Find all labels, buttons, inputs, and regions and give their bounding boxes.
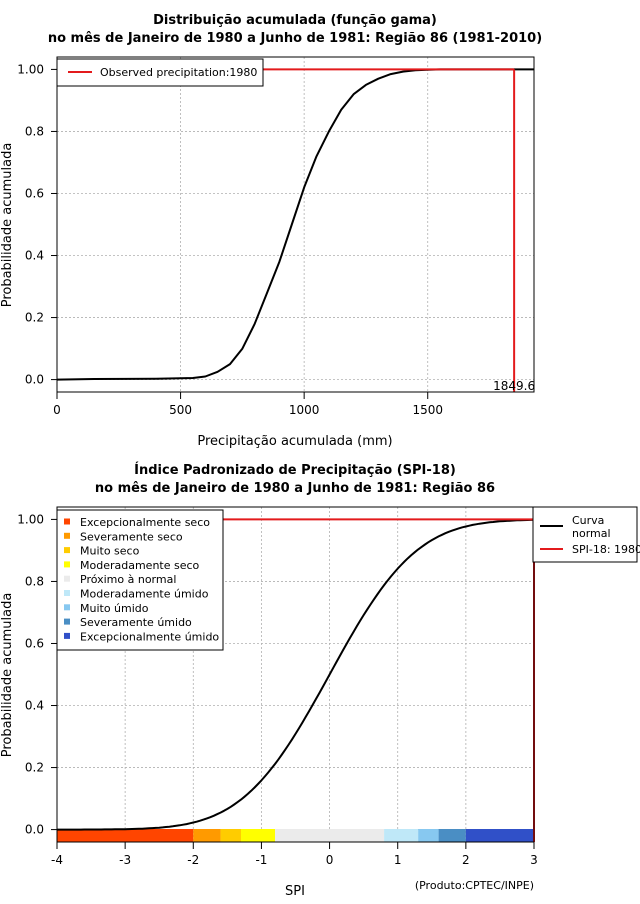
chart2-legend-normal-label-line2: normal <box>572 527 611 540</box>
chart1-y-tick-label: 0.8 <box>25 124 44 138</box>
chart2-normal-curve <box>57 518 535 831</box>
chart2-y-axis-label: Probabilidade acumulada <box>0 593 15 758</box>
chart2-legend-category-label: Moderadamente seco <box>80 559 200 572</box>
chart1-legend: Observed precipitation:1980 <box>56 58 264 87</box>
chart2-legend-category-label: Muito seco <box>80 545 140 558</box>
gamma-cdf-chart: Distribuição acumulada (função gama) no … <box>0 13 542 449</box>
chart1-x-tick-label: 1500 <box>412 403 443 417</box>
chart2-y-tick-label: 0.8 <box>25 574 44 588</box>
chart2-spi-band <box>220 829 241 842</box>
chart1-y-axis-label: Probabilidade acumulada <box>0 143 15 308</box>
chart2-x-tick-label: -1 <box>255 853 267 867</box>
chart1-observed-value-label: 1849.6 <box>493 379 535 393</box>
chart1-plot-frame <box>56 56 535 393</box>
chart2-legend-category-swatch <box>64 547 70 554</box>
chart2-line-legend: Curva normal SPI-18: 1980 <box>532 506 640 563</box>
chart2-x-axis-label: SPI <box>285 884 305 899</box>
chart2-y-tick-label: 1.00 <box>17 512 44 526</box>
chart2-legend-category-label: Muito úmido <box>80 602 149 615</box>
chart2-legend-category-label: Excepcionalmente úmido <box>80 630 219 643</box>
chart2-y-tick-label: 0.6 <box>25 636 44 650</box>
chart1-y-tick-label: 0.0 <box>25 373 44 387</box>
chart1-cdf-curve <box>56 68 534 381</box>
chart1-x-tick-label: 1000 <box>289 403 320 417</box>
chart2-y-tick-label: 0.2 <box>25 761 44 775</box>
chart2-legend-category-label: Severamente úmido <box>80 616 192 629</box>
chart2-x-tick-label: 2 <box>462 853 470 867</box>
chart2-legend-category-swatch <box>64 561 70 568</box>
chart2-legend-category-swatch <box>64 518 70 525</box>
chart2-category-legend-box <box>56 509 224 651</box>
chart2-spi-band <box>418 829 439 842</box>
chart2-legend-category-label: Moderadamente úmido <box>80 588 209 601</box>
chart2-x-tick-label: 0 <box>326 853 334 867</box>
spi-normal-chart: Índice Padronizado de Precipitação (SPI-… <box>0 462 640 899</box>
chart2-x-tick-label: -3 <box>119 853 131 867</box>
chart2-legend-category-swatch <box>64 618 70 625</box>
chart2-x-tick-label: 1 <box>394 853 402 867</box>
chart2-x-tick-label: 3 <box>530 853 538 867</box>
chart2-legend-category-swatch <box>64 590 70 596</box>
chart1-x-tick-label: 0 <box>53 403 61 417</box>
chart2-spi-band <box>240 829 276 842</box>
chart2-legend-category-swatch <box>64 532 70 539</box>
chart2-legend-category-swatch <box>64 604 70 611</box>
chart1-y-tick-label: 0.6 <box>25 186 44 200</box>
chart1-title-line2: no mês de Janeiro de 1980 a Junho de 198… <box>48 31 542 46</box>
chart2-y-tick-label: 0.0 <box>25 823 44 837</box>
chart2-title-line2: no mês de Janeiro de 1980 a Junho de 198… <box>95 481 495 496</box>
chart1-y-tick-label: 0.2 <box>25 311 44 325</box>
chart2-legend-category-label: Próximo à normal <box>80 573 176 586</box>
chart2-legend-category-swatch <box>64 575 70 582</box>
chart1-legend-label: Observed precipitation:1980 <box>100 66 257 79</box>
chart1-y-tick-label: 1.00 <box>17 62 44 76</box>
chart2-legend-category-label: Severamente seco <box>80 530 183 543</box>
chart2-x-tick-label: -2 <box>187 853 199 867</box>
chart2-spi-band <box>438 829 466 842</box>
chart2-x-tick-label: -4 <box>51 853 63 867</box>
chart2-spi-band <box>384 829 419 842</box>
chart2-legend-category-label: Excepcionalmente seco <box>80 516 210 529</box>
chart2-legend-category-swatch <box>64 632 70 639</box>
chart2-legend-spi-label: SPI-18: 1980 <box>572 543 640 556</box>
chart2-credit: (Produto:CPTEC/INPE) <box>415 879 534 892</box>
chart2-spi-band <box>193 829 221 842</box>
chart1-y-tick-label: 0.4 <box>25 249 44 263</box>
chart2-legend-normal-label-line1: Curva <box>572 514 604 527</box>
chart2-y-tick-label: 0.4 <box>25 699 44 713</box>
chart2-spi-band <box>465 829 534 842</box>
chart1-title-line1: Distribuição acumulada (função gama) <box>153 13 437 28</box>
chart2-spi-band <box>57 829 194 842</box>
chart2-spi-band <box>275 829 385 842</box>
chart2-line-legend-box <box>532 506 638 563</box>
chart2-plot-frame <box>56 506 535 843</box>
chart1-x-axis-label: Precipitação acumulada (mm) <box>197 434 392 449</box>
chart1-x-tick-label: 500 <box>169 403 192 417</box>
chart2-title-line1: Índice Padronizado de Precipitação (SPI-… <box>134 462 456 478</box>
